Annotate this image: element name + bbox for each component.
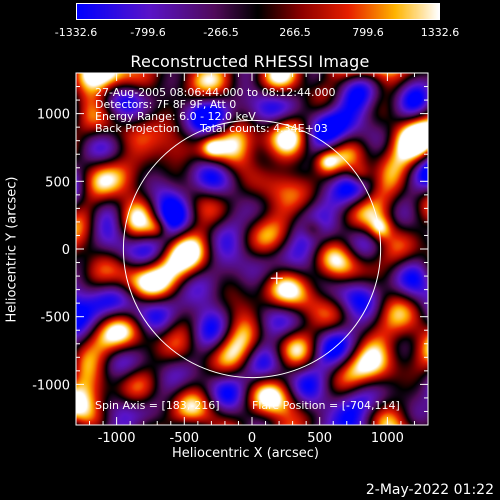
timestamp-footer: 2-May-2022 01:22 <box>365 482 494 498</box>
x-tick-label: 500 <box>307 431 332 446</box>
y-tick-label: -1000 <box>32 378 70 393</box>
energy-range-label: Energy Range: 6.0 - 12.0 keV <box>95 110 256 123</box>
y-tick-label: -500 <box>40 311 70 326</box>
x-tick-label: 0 <box>248 431 256 446</box>
colorbar-tick: 266.5 <box>279 26 311 39</box>
spin-axis-label: Spin Axis = [183,-216] <box>95 399 220 412</box>
solar-limb-circle <box>122 119 382 379</box>
time-range-label: 27-Aug-2005 08:06:44.000 to 08:12:44.000 <box>95 86 336 99</box>
y-axis-label: Heliocentric Y (arcsec) <box>4 176 20 323</box>
heatmap-image <box>76 73 428 425</box>
colorbar-tick: -1332.6 <box>54 26 98 39</box>
x-tick-label: -1000 <box>98 431 136 446</box>
x-axis-label: Heliocentric X (arcsec) <box>172 446 319 461</box>
detectors-label: Detectors: 7F 8F 9F, Att 0 <box>95 98 237 111</box>
colorbar <box>76 3 440 20</box>
x-tick-label: 1000 <box>371 431 404 446</box>
total-counts-label: Total counts: 4.34E+03 <box>200 122 328 135</box>
y-tick-label: 1000 <box>37 108 70 123</box>
colorbar-tick: 1332.6 <box>420 26 460 39</box>
colorbar-tick: -799.6 <box>130 26 166 39</box>
colorbar-tick: 799.6 <box>352 26 384 39</box>
y-tick-label: 500 <box>45 175 70 190</box>
x-tick-label: -500 <box>170 431 200 446</box>
y-tick-label: 0 <box>62 243 70 258</box>
chart-title: Reconstructed RHESSI Image <box>130 52 370 71</box>
method-label: Back Projection <box>95 122 180 135</box>
colorbar-tick: -266.5 <box>203 26 239 39</box>
flare-position-label: Flare Position = [-704,114] <box>252 399 400 412</box>
